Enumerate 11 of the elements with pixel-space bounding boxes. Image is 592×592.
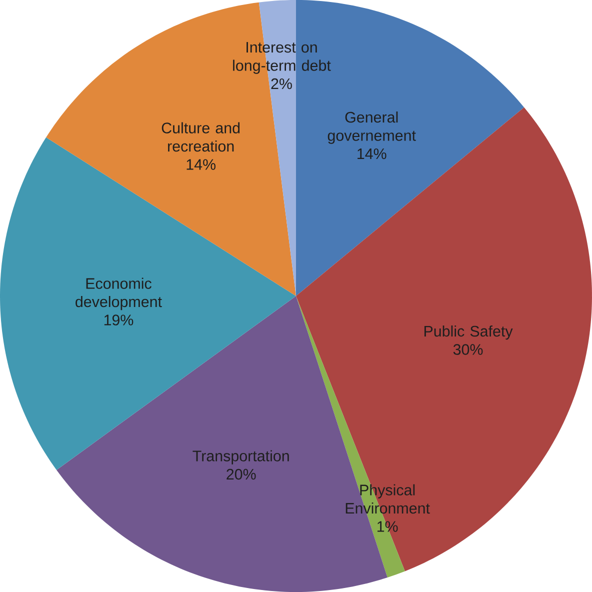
data-label: 30% xyxy=(453,344,483,355)
data-label: 20% xyxy=(226,468,256,480)
data-label: 19% xyxy=(104,314,134,326)
data-label: 14% xyxy=(186,159,216,170)
slice-label: General governement xyxy=(328,111,416,144)
slice-label: Transportation xyxy=(192,450,289,464)
data-label: 2% xyxy=(271,78,292,90)
data-label: 14% xyxy=(358,148,386,160)
slice-label: Culture and recreation xyxy=(162,122,240,152)
slice-label: Public Safety xyxy=(424,325,513,340)
slice-label: Economic development xyxy=(76,278,162,310)
